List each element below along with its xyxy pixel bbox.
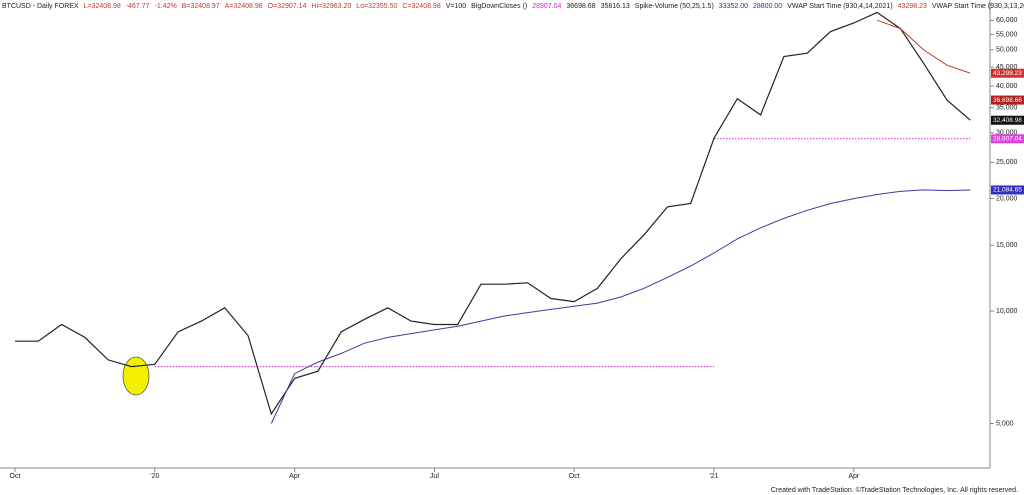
- header-item: V=100: [446, 3, 467, 10]
- price-label-box: [991, 134, 1024, 144]
- header-item: A=32408.98: [225, 3, 263, 10]
- y-tick-label: 10,000: [996, 308, 1018, 315]
- header-item: 36698.68: [566, 3, 595, 10]
- header-item: VWAP Start Time (930,4,14,2021): [787, 3, 892, 10]
- header-item: 33352.00: [719, 3, 748, 10]
- x-tick-label: Jul: [430, 473, 439, 480]
- header-item: C=32408.98: [402, 3, 440, 10]
- price-label: 36,698.66: [993, 97, 1022, 104]
- header-item: 28907.04: [532, 3, 561, 10]
- highlight-ellipse: [122, 356, 150, 396]
- x-tick-label: Oct: [10, 473, 21, 480]
- header-item: B=32408.97: [182, 3, 220, 10]
- header-item: O=32907.14: [268, 3, 307, 10]
- y-tick-label: 35,000: [996, 105, 1018, 112]
- header: BTCUSD - Daily FOREX L=32408.98 -467.77 -1.…: [2, 3, 1024, 10]
- y-tick-label: 20,000: [996, 195, 1018, 202]
- series-line: [270, 189, 971, 424]
- price-label: 21,084.65: [993, 187, 1022, 194]
- x-tick-label: Apr: [848, 473, 860, 480]
- header-item: -467.77: [126, 3, 150, 10]
- series-line: [15, 11, 971, 416]
- price-label: 32,408.98: [993, 117, 1022, 124]
- price-label-box: [991, 185, 1024, 195]
- header-item: 35816.13: [601, 3, 630, 10]
- header-item: Spike-Volume (50,25,1.5): [635, 3, 714, 10]
- y-tick-label: 40,000: [996, 83, 1018, 90]
- y-tick-label: 5,000: [996, 420, 1014, 427]
- x-tick-label: '20: [150, 473, 159, 480]
- price-label-box: [991, 68, 1024, 78]
- x-tick-label: Oct: [569, 473, 580, 480]
- header-item: BigDownCloses (): [471, 3, 527, 10]
- price-label-box: [991, 115, 1024, 125]
- y-tick-label: 60,000: [996, 17, 1018, 24]
- price-label: 28,907.04: [993, 136, 1022, 143]
- x-tick-label: Apr: [289, 473, 301, 480]
- y-tick-label: 55,000: [996, 31, 1018, 38]
- footer: Created with TradeStation. ©TradeStation…: [771, 486, 1018, 494]
- price-label: 43,298.23: [993, 70, 1022, 77]
- header-item: 28800.00: [753, 3, 782, 10]
- header-item: 43298.23: [898, 3, 927, 10]
- y-tick-label: 30,000: [996, 130, 1018, 137]
- header-item: -1.42%: [155, 3, 177, 10]
- x-tick-label: '21: [709, 473, 718, 480]
- header-item: Lo=32355.50: [356, 3, 397, 10]
- header-item: VWAP Start Time (930,3,13,2020): [932, 3, 1024, 10]
- y-tick-label: 45,000: [996, 64, 1018, 71]
- y-tick-label: 25,000: [996, 159, 1018, 166]
- series-line: [876, 19, 971, 74]
- price-label-box: [991, 95, 1024, 105]
- header-item: L=32408.98: [84, 3, 121, 10]
- header-item: Hi=32963.20: [311, 3, 351, 10]
- y-tick-label: 50,000: [996, 47, 1018, 54]
- header-item: BTCUSD - Daily FOREX: [2, 3, 79, 10]
- y-tick-label: 15,000: [996, 242, 1018, 249]
